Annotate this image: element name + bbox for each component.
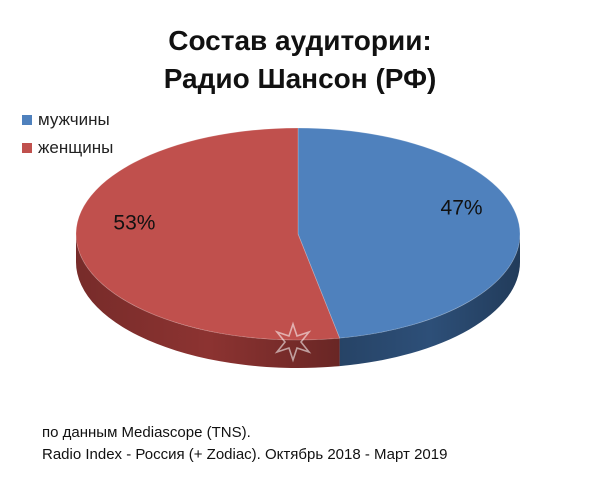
chart-title: Состав аудитории: Радио Шансон (РФ)	[0, 22, 600, 98]
legend-label-women: женщины	[38, 138, 114, 157]
data-label-0: 47%	[441, 197, 483, 220]
footer-period: Radio Index - Россия (+ Zodiac). Октябрь…	[42, 446, 448, 463]
star-logo-icon	[274, 321, 312, 363]
pie-side-shade-1	[76, 234, 340, 368]
chart-title-line1: Состав аудитории:	[168, 25, 432, 56]
legend-label-men: мужчины	[38, 110, 110, 129]
chart-title-line2: Радио Шансон (РФ)	[163, 63, 437, 94]
watermark: ALLEN MEDIA	[232, 321, 353, 390]
legend-item-men: мужчины	[22, 106, 113, 134]
data-label-1: 53%	[113, 211, 155, 234]
chart-footer: по данным Mediascope (TNS). Radio Index …	[42, 422, 447, 466]
legend-item-women: женщины	[22, 134, 113, 162]
legend-swatch-men	[22, 115, 32, 125]
legend: мужчины женщины	[22, 106, 113, 162]
footer-source: по данным Mediascope (TNS).	[42, 424, 251, 441]
pie-slice-0	[297, 127, 521, 339]
pie-side-shade-0	[339, 234, 520, 367]
legend-swatch-women	[22, 143, 32, 153]
watermark-text: ALLEN MEDIA	[232, 373, 353, 390]
pie-slice-1	[75, 127, 341, 341]
